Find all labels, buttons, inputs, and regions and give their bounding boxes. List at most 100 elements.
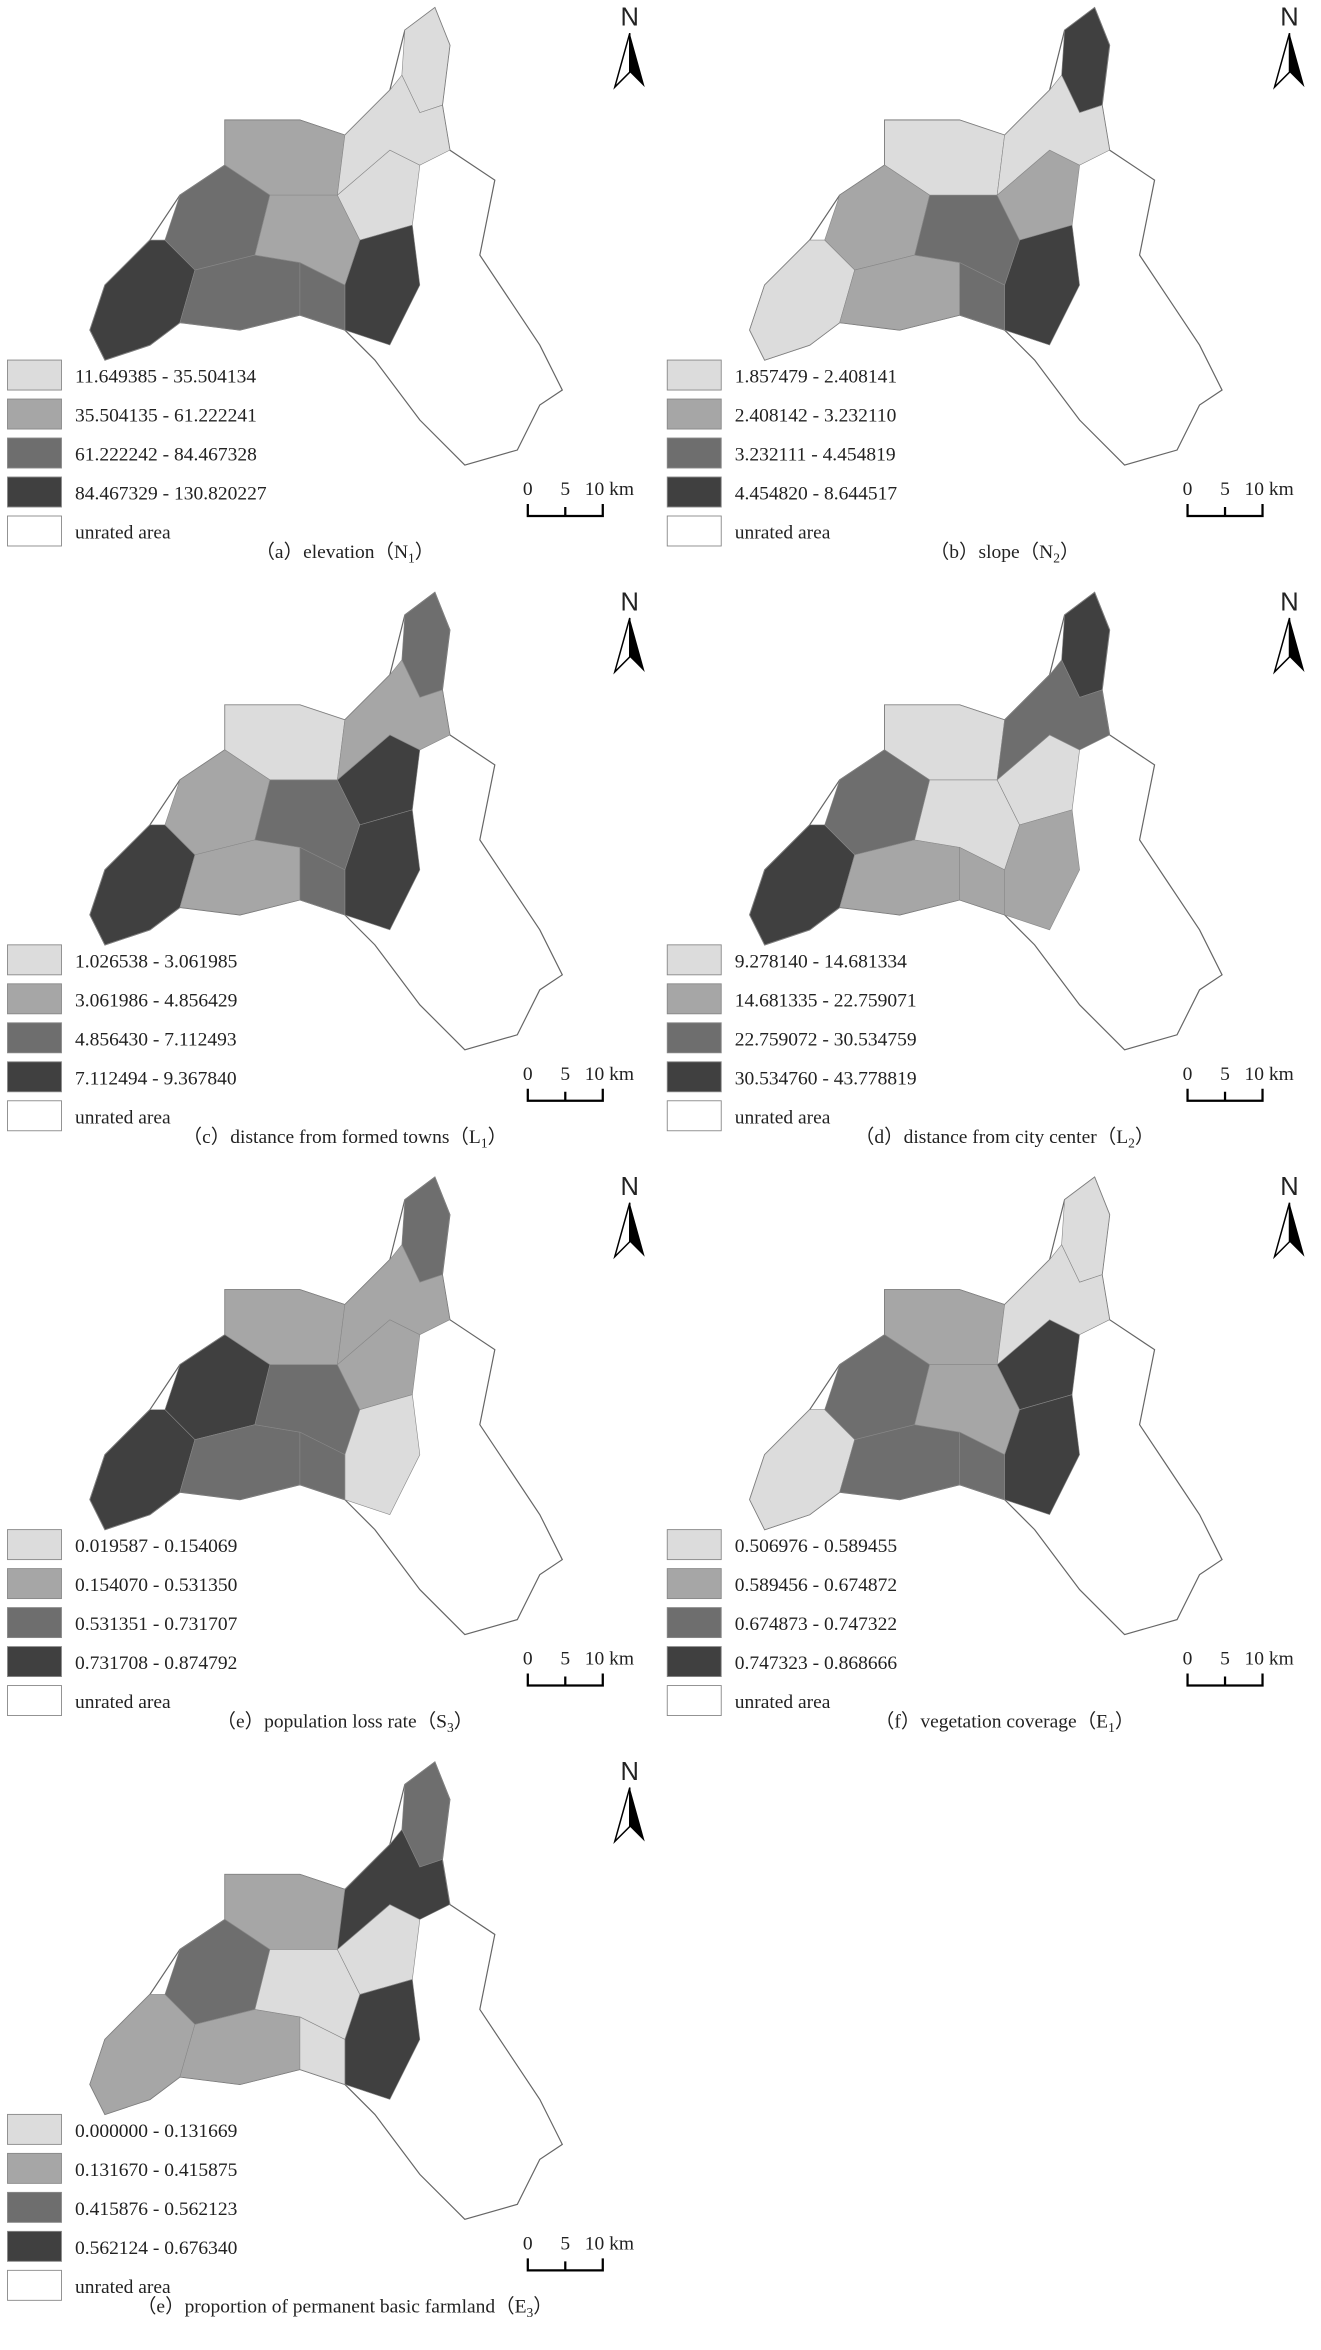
region	[336, 74, 451, 196]
legend-swatch	[666, 398, 722, 430]
legend-swatch	[666, 515, 722, 547]
north-label: N	[621, 1173, 639, 1201]
caption-text: ）	[1060, 541, 1079, 563]
north-arrow	[613, 617, 631, 675]
map-panel: 1.857479 - 2.408141 2.408142 - 3.232110 3.…	[666, 4, 1305, 565]
caption-text: （e）population loss rate（S	[216, 1711, 447, 1733]
caption: （a）elevation（N1）	[255, 541, 434, 565]
scale-label: 10 km	[585, 479, 634, 500]
legend-label: unrated area	[735, 522, 831, 543]
legend-swatch	[666, 437, 722, 469]
legend-label: 35.504135 - 61.222241	[75, 406, 257, 427]
scale-label: 0	[523, 479, 533, 500]
scale-label: 0	[523, 2233, 533, 2254]
region	[336, 659, 451, 781]
legend-swatch	[7, 1646, 62, 1678]
legend-label: unrated area	[75, 522, 171, 543]
legend-swatch	[7, 476, 62, 508]
caption-text: （a）elevation（N	[255, 541, 408, 563]
scale-bar	[526, 1673, 604, 1687]
legend-swatch	[7, 1685, 62, 1716]
scale-label: 10 km	[1245, 479, 1294, 500]
caption-text: （e）proportion of permanent basic farmlan…	[137, 2295, 527, 2317]
region	[299, 262, 346, 331]
region	[749, 1409, 856, 1530]
scale-label: 10 km	[585, 1649, 634, 1670]
legend-swatch	[666, 1685, 722, 1716]
legend-label: unrated area	[75, 2277, 171, 2298]
north-arrow	[1273, 1202, 1291, 1260]
north-arrow	[1273, 617, 1291, 675]
scale-label: 5	[1220, 479, 1230, 500]
legend-label: 0.154070 - 0.531350	[75, 1575, 237, 1596]
scale-label: 5	[560, 1064, 570, 1085]
legend-label: 22.759072 - 30.534759	[735, 1029, 917, 1050]
legend-label: 0.589456 - 0.674872	[735, 1575, 897, 1596]
scale-label: 5	[1220, 1064, 1230, 1085]
legend-label: 84.467329 - 130.820227	[75, 484, 267, 505]
legend-swatch	[666, 359, 722, 391]
legend-swatch	[7, 437, 62, 469]
legend-label: unrated area	[75, 1692, 171, 1713]
caption-text: ）	[533, 2295, 552, 2317]
north-label: N	[621, 4, 639, 32]
region	[959, 1431, 1005, 1501]
caption: （f）vegetation coverage（E1）	[875, 1711, 1134, 1735]
region	[299, 2016, 346, 2085]
legend-label: 61.222242 - 84.467328	[75, 445, 257, 466]
legend-label: 0.747323 - 0.868666	[735, 1653, 898, 1674]
legend-label: 1.026538 - 3.061985	[75, 951, 237, 972]
legend-label: 1.857479 - 2.408141	[735, 367, 897, 388]
legend-label: 0.562124 - 0.676340	[75, 2238, 237, 2259]
north-label: N	[1280, 4, 1298, 32]
legend-swatch	[7, 359, 62, 391]
legend-swatch	[666, 983, 722, 1015]
region	[996, 74, 1110, 196]
caption: （c）distance from formed towns（L1）	[183, 1126, 507, 1150]
scale-bar	[1186, 1673, 1264, 1687]
caption-text: ）	[1115, 1711, 1134, 1733]
scale-label: 5	[560, 479, 570, 500]
region	[89, 1409, 196, 1530]
legend-label: 14.681335 - 22.759071	[735, 990, 917, 1011]
map-panel: 1.026538 - 3.061985 3.061986 - 4.856429 4.…	[7, 588, 645, 1150]
legend-label: 0.674873 - 0.747322	[735, 1614, 897, 1635]
legend-swatch	[7, 1529, 62, 1561]
north-arrow	[613, 1202, 631, 1260]
scale-bar	[1186, 504, 1264, 518]
region	[959, 262, 1005, 331]
legend-swatch	[7, 2191, 62, 2223]
scale-bar	[526, 1088, 604, 1102]
scale-label: 5	[560, 1649, 570, 1670]
region	[996, 659, 1110, 781]
legend-swatch	[666, 1022, 722, 1054]
caption: （d）distance from city center（L2）	[855, 1126, 1154, 1150]
north-label: N	[621, 1758, 639, 1786]
north-arrow	[629, 617, 645, 672]
legend-swatch	[7, 515, 62, 547]
legend-label: 0.415876 - 0.562123	[75, 2199, 237, 2220]
scale-label: 0	[1183, 1064, 1193, 1085]
legend-swatch	[7, 983, 62, 1015]
scale-bar	[526, 504, 604, 518]
region	[299, 846, 346, 916]
scale-label: 10 km	[1245, 1064, 1294, 1085]
caption-subscript: 1	[408, 550, 415, 565]
legend-label: unrated area	[735, 1107, 831, 1128]
map-panel: 0.506976 - 0.589455 0.589456 - 0.674872 0.…	[666, 1173, 1305, 1735]
north-label: N	[1280, 1173, 1298, 1201]
scale-bar	[1186, 1088, 1264, 1102]
caption-text: ）	[488, 1126, 507, 1148]
north-arrow	[629, 33, 645, 88]
region	[336, 1828, 451, 1951]
legend-swatch	[666, 1568, 722, 1600]
legend-label: 0.000000 - 0.131669	[75, 2121, 237, 2142]
caption-subscript: 3	[527, 2305, 534, 2320]
caption-text: ）	[1135, 1126, 1154, 1148]
legend-swatch	[666, 1607, 722, 1639]
scale-label: 10 km	[1245, 1649, 1294, 1670]
legend-swatch	[7, 944, 62, 976]
legend-swatch	[7, 1100, 62, 1132]
caption-text: （c）distance from formed towns（L	[183, 1126, 481, 1148]
